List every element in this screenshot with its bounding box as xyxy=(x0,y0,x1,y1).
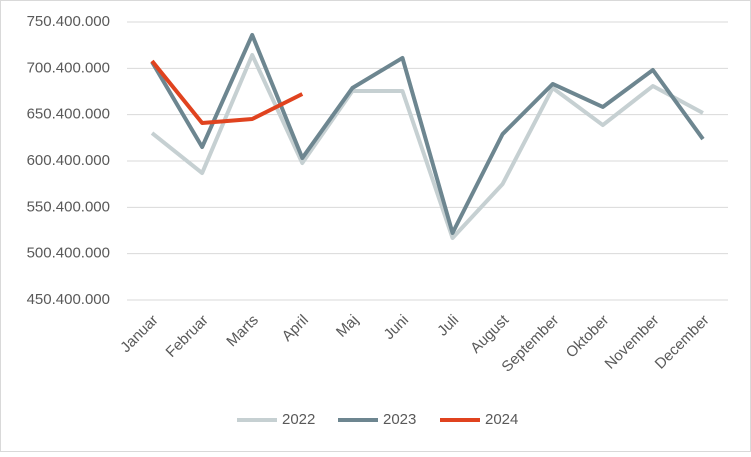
legend-label: 2023 xyxy=(383,411,416,428)
y-tick-label: 650.400.000 xyxy=(27,106,110,123)
legend-label: 2024 xyxy=(485,411,518,428)
series-line xyxy=(150,32,705,236)
y-tick-label: 750.400.000 xyxy=(27,13,110,30)
y-tick-label: 700.400.000 xyxy=(27,59,110,76)
series-line xyxy=(150,59,304,126)
y-tick-label: 500.400.000 xyxy=(27,245,110,262)
y-tick-label: 450.400.000 xyxy=(27,291,110,308)
series-line xyxy=(150,52,704,241)
y-tick-label: 600.400.000 xyxy=(27,152,110,169)
legend-label: 2022 xyxy=(282,411,315,428)
y-tick-label: 550.400.000 xyxy=(27,198,110,215)
